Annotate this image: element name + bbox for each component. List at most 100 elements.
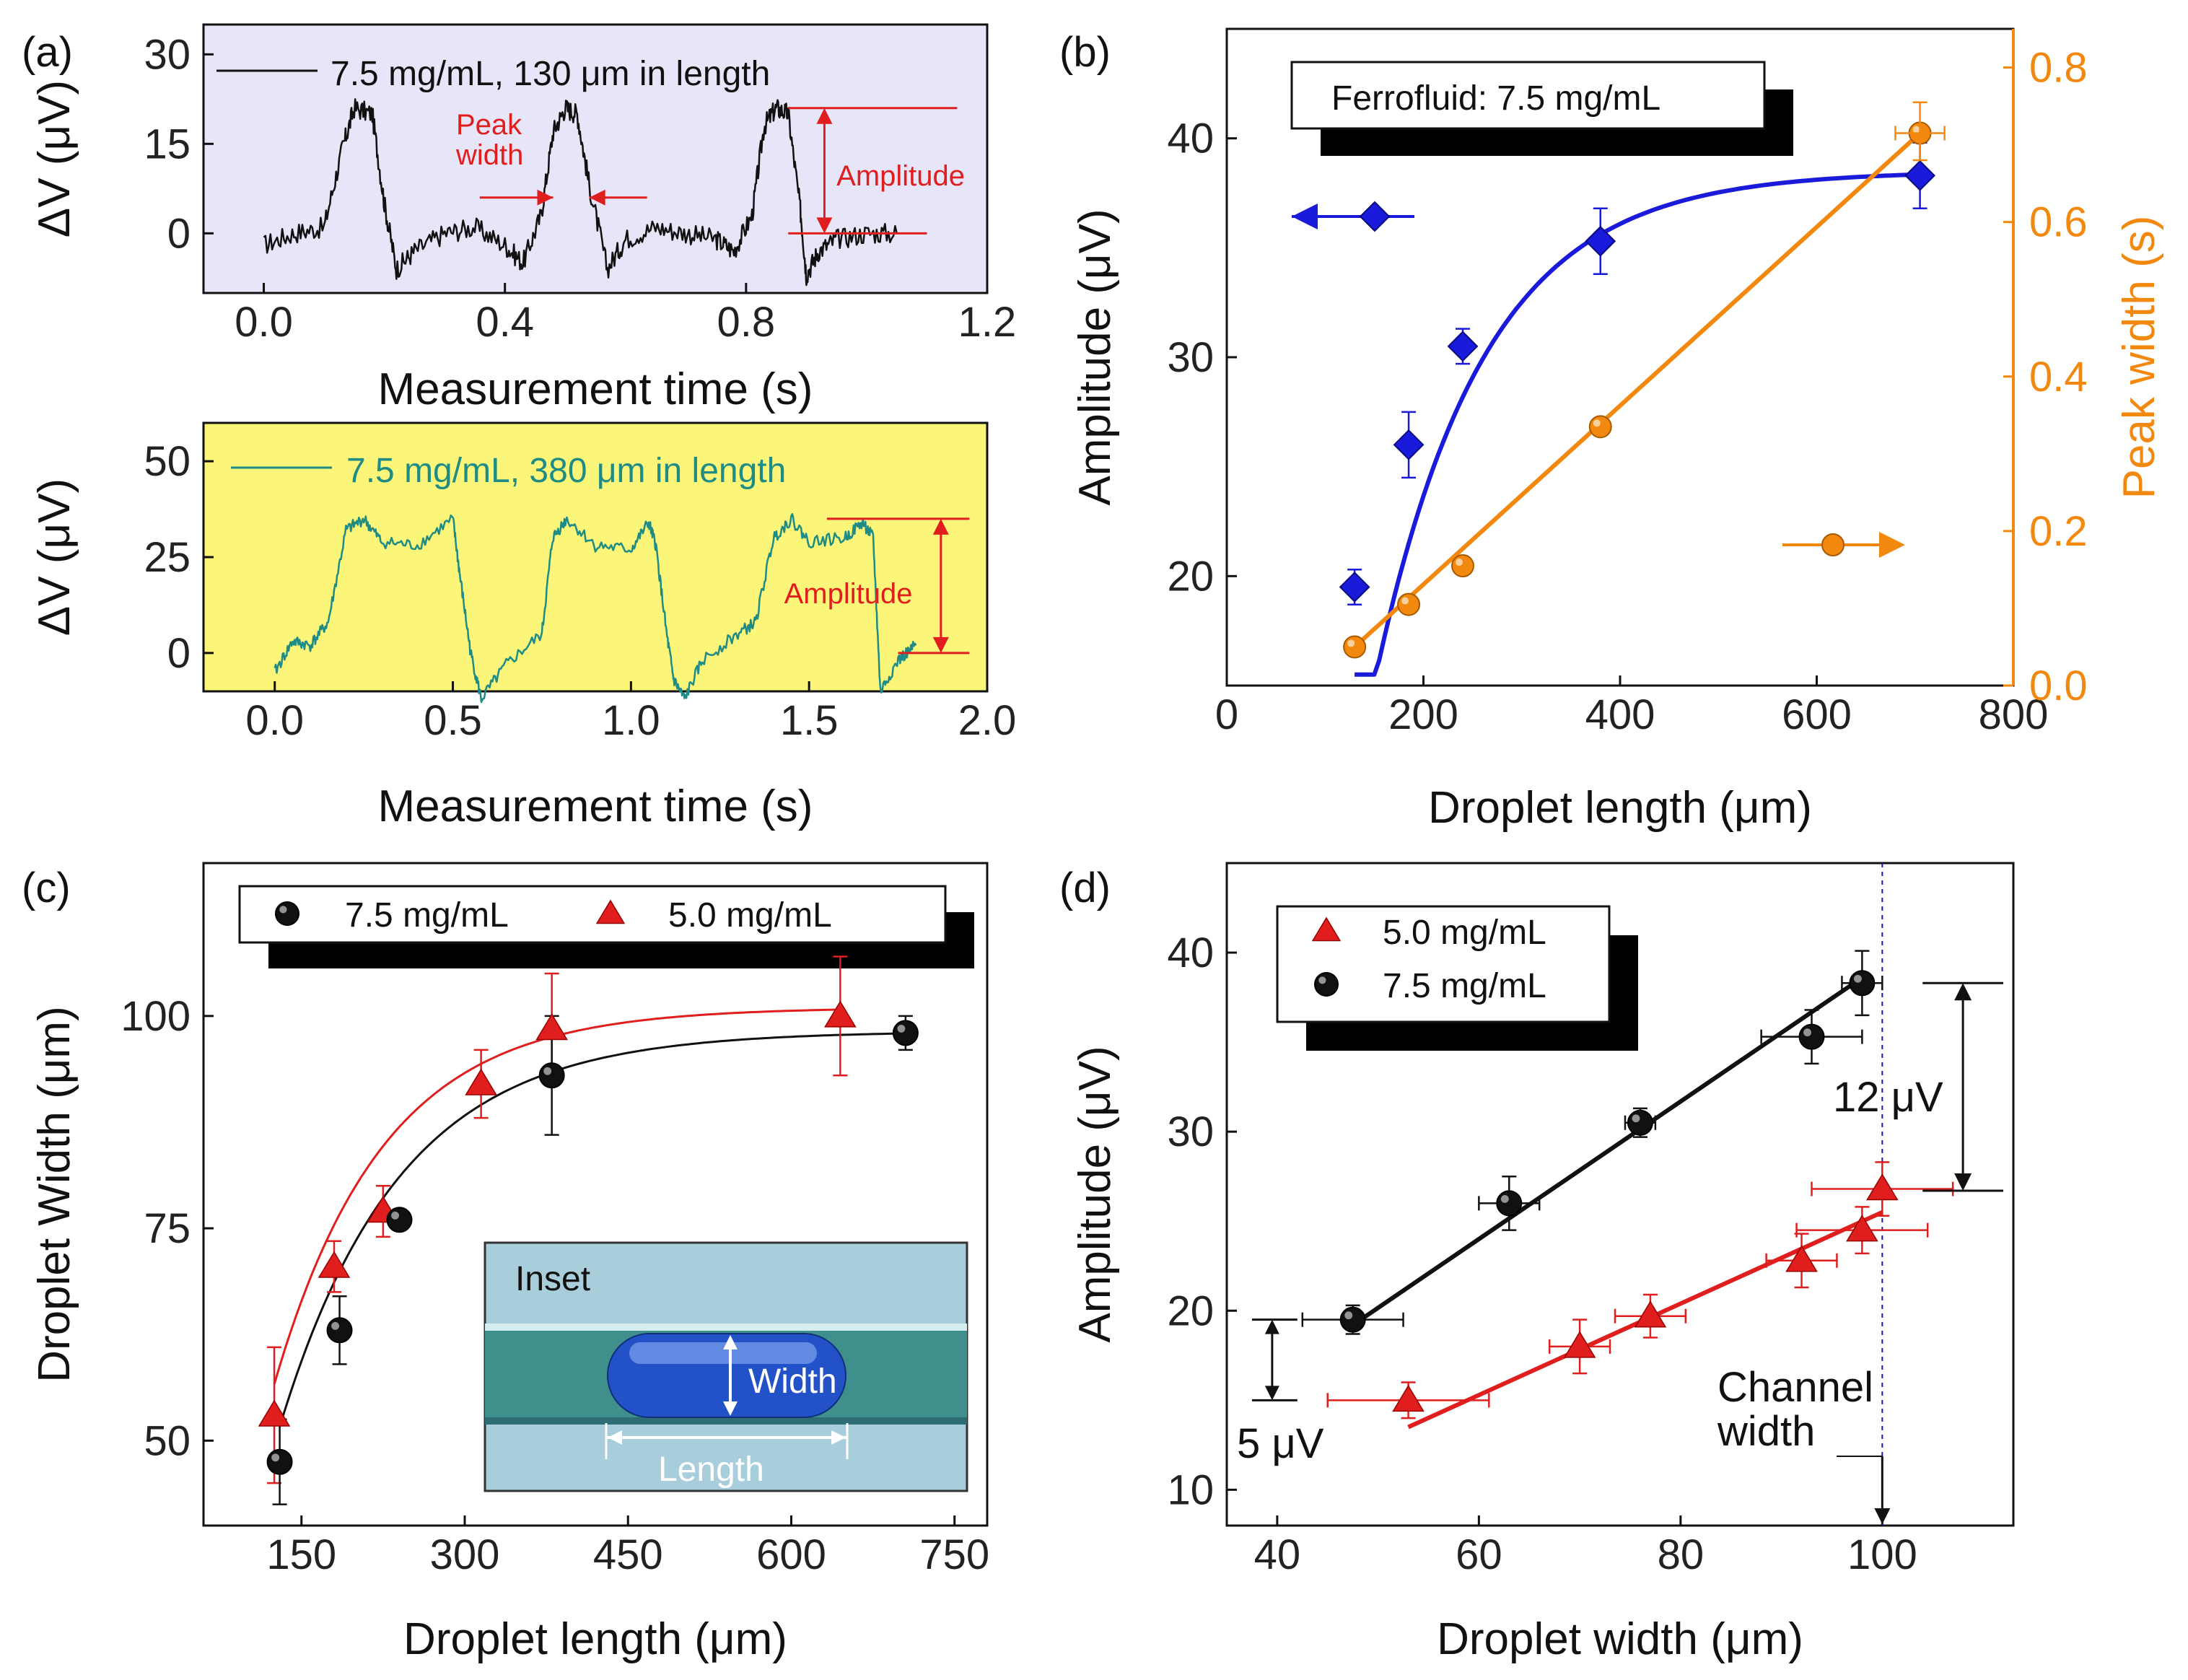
panel-c-ytick-label: 75 [144, 1205, 191, 1252]
panel-c-inset-width-label: Width [748, 1362, 837, 1401]
panel-c-legend-text-1: 5.0 mg/mL [668, 896, 832, 935]
panel-d-diff-small: 5 μV [1237, 1420, 1324, 1467]
panel-b-amp-point [1393, 429, 1425, 460]
panel-b-y2tick-label: 0.4 [2029, 354, 2088, 401]
panel-a-bottom-ytick-label: 25 [144, 534, 191, 581]
panel-d-s0-point [1866, 1173, 1899, 1201]
panel-c-s1-point [318, 1251, 351, 1278]
panel-b-y2tick-label: 0.2 [2029, 508, 2088, 555]
panel-b-width-legend-marker [1821, 533, 1845, 556]
panel-d-12-down [1954, 1173, 1972, 1191]
panel-b-amp-arrowhead [1292, 204, 1318, 229]
panel-a-top-ylabel: ΔV (μV) [30, 80, 79, 237]
panel-b-y2tick-label: 0.8 [2029, 45, 2088, 92]
panel-d-5-down [1264, 1386, 1279, 1401]
panel-c-xtick-label: 600 [756, 1531, 826, 1578]
panel-b-width-highlight [1912, 126, 1920, 134]
panel-a-top-ytick-label: 15 [144, 121, 191, 167]
panel-d-channel-label: Channel width [1717, 1364, 1873, 1455]
panel-c-inset-length-left [608, 1430, 622, 1445]
panel-c-s0-point-highlight [271, 1453, 280, 1462]
panel-b-ylabel: Amplitude (μV) [1070, 209, 1120, 505]
panel-c-legend-marker-0-highlight [279, 906, 287, 914]
panel-b-xtick-label: 400 [1585, 691, 1655, 738]
panel-b-amplitude-fit [1355, 172, 1920, 677]
panel-c-s1-point [824, 1000, 857, 1028]
panel-c-fit-0 [279, 1032, 906, 1427]
panel-a-bottom-xtick-label: 1.0 [602, 697, 660, 744]
panel-c-xtick-label: 450 [593, 1531, 663, 1578]
panel-b-amp-point [1585, 225, 1616, 257]
panel-d-s1-point [1849, 970, 1876, 997]
panel-b-ytick-label: 30 [1167, 334, 1214, 381]
panel-d-xlabel: Droplet width (μm) [1437, 1614, 1803, 1664]
panel-d-legend-marker-1 [1314, 972, 1339, 997]
panel-d-xtick-label: 60 [1456, 1531, 1502, 1578]
panel-d-xtick-label: 80 [1658, 1531, 1705, 1578]
panel-d-s0-point [1634, 1300, 1667, 1328]
panel-d-xtick-label: 40 [1254, 1531, 1301, 1578]
panel-b-amp-point [1447, 331, 1479, 362]
panel-d-s1-point-highlight [1803, 1028, 1812, 1037]
panel-label-c: (c) [22, 865, 71, 911]
panel-a-bottom-ytick-label: 0 [167, 630, 191, 677]
panel-c-s0-point-highlight [331, 1321, 340, 1330]
panel-b-width-point [1451, 554, 1474, 578]
panel-a-amp-arrow-up [816, 108, 833, 124]
panel-b-peakwidth-fit [1353, 131, 1922, 649]
panel-d-5-up [1264, 1319, 1279, 1334]
panel-c-inset-channel-edge [485, 1324, 967, 1331]
panel-d-ylabel: Amplitude (μV) [1070, 1046, 1120, 1342]
panel-a-top-xtick-label: 1.2 [958, 299, 1017, 346]
panel-c-s0-point [326, 1317, 353, 1344]
panel-a-bottom-ylabel: ΔV (μV) [30, 478, 79, 636]
panel-d-legend-text-0: 5.0 mg/mL [1383, 914, 1546, 952]
panel-b-width-point [1588, 415, 1612, 439]
panel-c-xtick-label: 150 [266, 1531, 336, 1578]
panel-c-inset-droplet-shine [629, 1342, 817, 1364]
panel-d-ytick-label: 40 [1167, 929, 1214, 976]
panel-c-s0-point [266, 1448, 293, 1475]
panel-a-pw-arrowhead-r [589, 189, 605, 206]
panel-c-legend-box [238, 885, 947, 944]
panel-c-inset-channel-edge2 [485, 1417, 967, 1425]
panel-a-bottom-legend-text: 7.5 mg/mL, 380 μm in length [346, 452, 786, 490]
panel-d-xtick-label: 100 [1847, 1531, 1917, 1578]
panel-d-fit-1 [1352, 976, 1864, 1327]
panel-b-xtick-label: 0 [1215, 691, 1238, 738]
panel-d-s1-point [1496, 1190, 1523, 1217]
panel-b-ytick-label: 40 [1167, 115, 1214, 162]
panel-c-xtick-label: 750 [919, 1531, 989, 1578]
panel-a-top-trace [263, 98, 898, 286]
panel-a-top-xtick-label: 0.0 [235, 299, 293, 346]
panel-b-y2label: Peak width (s) [2114, 216, 2164, 499]
panel-c-s0-point-highlight [391, 1211, 399, 1220]
panel-a-bottom-xlabel: Measurement time (s) [378, 782, 813, 831]
panel-d-s1-point [1339, 1306, 1366, 1333]
panel-d-s0-point [1392, 1384, 1425, 1412]
panel-d-ytick-label: 10 [1167, 1466, 1214, 1513]
panel-c-s0-point-highlight [897, 1024, 906, 1033]
panel-b-width-highlight [1347, 639, 1355, 647]
panel-d-s1-point [1627, 1109, 1653, 1136]
panel-a-bottom-amplitude-label: Amplitude [784, 578, 913, 610]
panel-c-xlabel: Droplet length (μm) [403, 1614, 787, 1664]
panel-c-inset-length-label: Length [658, 1451, 764, 1489]
panel-b-xtick-label: 800 [1979, 691, 2049, 738]
panel-a-peak-width-label: Peak width [455, 109, 523, 171]
panel-d-legend-marker-1-highlight [1318, 976, 1326, 984]
panel-b-xlabel: Droplet length (μm) [1428, 783, 1812, 833]
panel-d-diff-large: 12 μV [1833, 1074, 1943, 1121]
panel-b-width-highlight [1593, 419, 1601, 427]
panel-b-y2tick-label: 0.0 [2029, 662, 2088, 709]
panel-d-channel-arrowhead [1874, 1508, 1891, 1524]
panel-c-ytick-label: 50 [144, 1417, 191, 1464]
panel-a-bottom-ytick-label: 50 [144, 438, 191, 485]
panel-a-top-ytick-label: 0 [167, 210, 191, 257]
panel-c-s0-point-highlight [543, 1067, 552, 1075]
panel-d-frame [1225, 862, 2015, 1527]
panel-c-inset-length-right [831, 1430, 846, 1445]
panel-d-s0-point [1785, 1245, 1818, 1272]
panel-c-ytick-label: 100 [121, 993, 191, 1040]
